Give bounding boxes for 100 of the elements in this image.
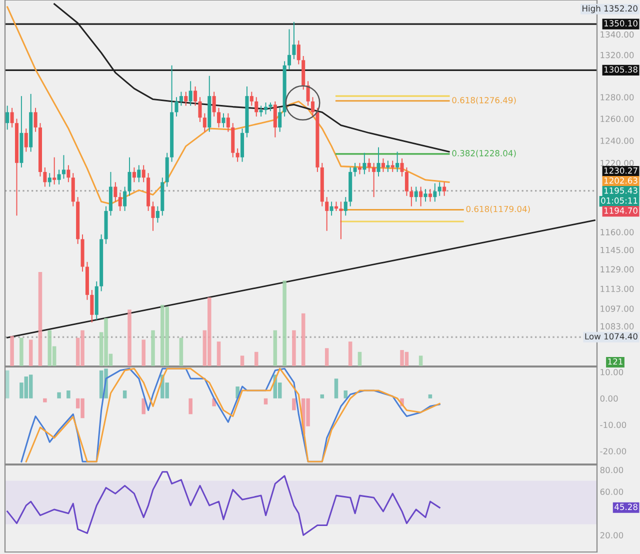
bar	[179, 338, 184, 366]
candlestick	[339, 201, 343, 240]
line-series	[6, 6, 450, 205]
y-tick-label: 1083.00	[600, 323, 634, 330]
bar	[122, 390, 127, 398]
bar	[358, 352, 362, 366]
candlestick	[400, 158, 404, 177]
candlestick	[188, 80, 192, 106]
candlestick	[198, 96, 202, 122]
candlestick	[325, 196, 329, 232]
candlestick	[123, 186, 127, 212]
candlestick	[390, 160, 394, 172]
bar	[142, 398, 146, 414]
bar	[38, 272, 42, 366]
candlestick	[428, 188, 432, 202]
y-tick-label: 80.00	[600, 466, 624, 474]
bar	[66, 390, 70, 398]
bar	[188, 398, 192, 414]
y-tick-label: 1280.00	[600, 94, 634, 100]
y-tick-label: 10.00	[600, 368, 624, 376]
bar	[43, 398, 47, 402]
text: 1195.43	[604, 187, 638, 194]
text: 121	[608, 358, 622, 365]
text: 01:05:11	[601, 197, 638, 204]
candlestick	[174, 96, 178, 118]
bar	[28, 374, 33, 398]
candlestick	[34, 107, 38, 132]
bar	[428, 394, 432, 398]
candlestick	[287, 28, 292, 70]
line-series	[6, 471, 440, 536]
candlestick	[386, 160, 390, 172]
candlestick	[353, 162, 357, 177]
candlestick	[142, 164, 146, 183]
candlestick	[264, 102, 268, 115]
bar	[320, 394, 324, 398]
y-tick-label: 20.00	[600, 532, 624, 538]
candlestick	[43, 166, 47, 188]
bar	[151, 330, 155, 366]
bar	[324, 348, 329, 366]
candlestick	[24, 128, 28, 152]
bar	[5, 370, 10, 398]
bar	[254, 352, 258, 366]
y-tick-label: 1220.00	[600, 160, 634, 166]
candlestick	[156, 206, 160, 224]
candlestick	[90, 289, 94, 323]
y-tick-label: -10.00	[600, 422, 626, 428]
candlestick	[132, 166, 136, 183]
candlestick	[10, 107, 14, 128]
candlestick	[292, 21, 296, 60]
candlestick	[217, 107, 221, 128]
candlestick	[57, 169, 61, 185]
bar	[240, 356, 244, 366]
candlestick	[151, 201, 155, 232]
candlestick	[419, 186, 423, 207]
bar	[142, 340, 146, 366]
candlestick	[184, 91, 188, 106]
bar	[334, 378, 338, 398]
candlestick	[330, 201, 334, 216]
bar	[48, 330, 52, 366]
candlestick	[259, 105, 263, 118]
bar	[292, 398, 296, 410]
y-tick-label: 1240.00	[600, 138, 634, 144]
series-label: 0.382(1228.04)	[452, 150, 516, 158]
candlestick	[396, 151, 400, 172]
candlestick	[179, 91, 183, 106]
bar	[282, 280, 286, 366]
candlestick	[438, 182, 442, 196]
candlestick	[296, 40, 300, 65]
candlestick	[254, 96, 258, 118]
y-tick-label: 0.00	[600, 395, 618, 402]
bar	[348, 342, 352, 366]
candlestick	[404, 166, 408, 196]
candlestick	[362, 152, 366, 175]
y-tick-label: 60.00	[600, 488, 624, 495]
series-label: 0.618(1179.04)	[466, 206, 530, 214]
ref-line-label: Low 1074.40	[585, 333, 638, 340]
text: 1230.27	[604, 167, 638, 174]
text: 1202.63	[604, 177, 638, 184]
text: 45.28	[614, 504, 638, 510]
candlestick	[372, 162, 376, 198]
candlestick	[48, 172, 52, 188]
candlestick	[442, 182, 446, 196]
y-tick-label: 1097.00	[600, 306, 634, 312]
candlestick	[278, 107, 282, 132]
ref-line-label: 1305.38	[604, 66, 638, 73]
y-tick-label: 1260.00	[600, 116, 634, 122]
candlestick	[250, 91, 254, 106]
candlestick	[236, 148, 240, 162]
bar	[273, 330, 278, 366]
candlestick	[226, 112, 230, 132]
bar	[418, 356, 423, 366]
candlestick	[118, 192, 122, 212]
candlestick	[128, 156, 132, 196]
candlestick	[367, 158, 371, 172]
candlestick	[424, 188, 428, 202]
y-tick-label: 1129.00	[600, 266, 634, 272]
candlestick	[376, 146, 380, 177]
bar	[216, 342, 221, 366]
bar	[292, 330, 296, 366]
candlestick	[52, 156, 56, 185]
